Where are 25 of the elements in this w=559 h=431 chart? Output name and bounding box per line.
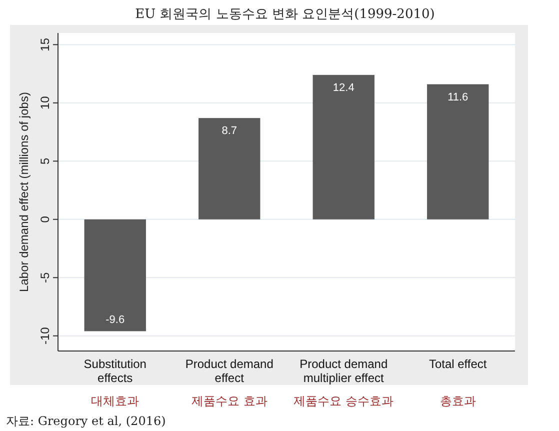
y-tick-label: -5 xyxy=(38,272,52,283)
text: 대체효과 xyxy=(91,394,140,408)
bar xyxy=(198,118,260,220)
data-label: 11.6 xyxy=(448,91,468,104)
data-label: 12.4 xyxy=(332,82,354,94)
y-tick-label: 10 xyxy=(38,96,52,110)
text: 총효과 xyxy=(440,394,476,408)
bar xyxy=(427,84,489,220)
data-label: -9.6 xyxy=(106,314,125,326)
x-tick-label: Product demand multiplier effect xyxy=(300,357,388,385)
bar xyxy=(84,219,146,332)
y-tick-label: 0 xyxy=(38,216,52,223)
chart-title: EU 회원국의 노동수요 변화 요인분석(1999-2010) xyxy=(135,7,435,22)
y-tick-label: 5 xyxy=(38,157,52,164)
text: 제품수요 승수효과 xyxy=(294,394,394,408)
text: 제품수요 효과 xyxy=(191,394,268,408)
y-axis-title: Labor demand effect (millions of jobs) xyxy=(17,92,31,292)
bar xyxy=(312,74,374,220)
data-label: 8.7 xyxy=(222,125,238,138)
text: 자료: Gregory et al, (2016) xyxy=(6,414,166,428)
x-tick-label: Product demand effect xyxy=(185,357,274,385)
y-tick-label: -10 xyxy=(38,326,52,345)
x-tick-label: Total effect xyxy=(428,357,488,371)
x-tick-label: Substitution effects xyxy=(84,357,146,385)
y-tick-label: 15 xyxy=(38,38,52,52)
